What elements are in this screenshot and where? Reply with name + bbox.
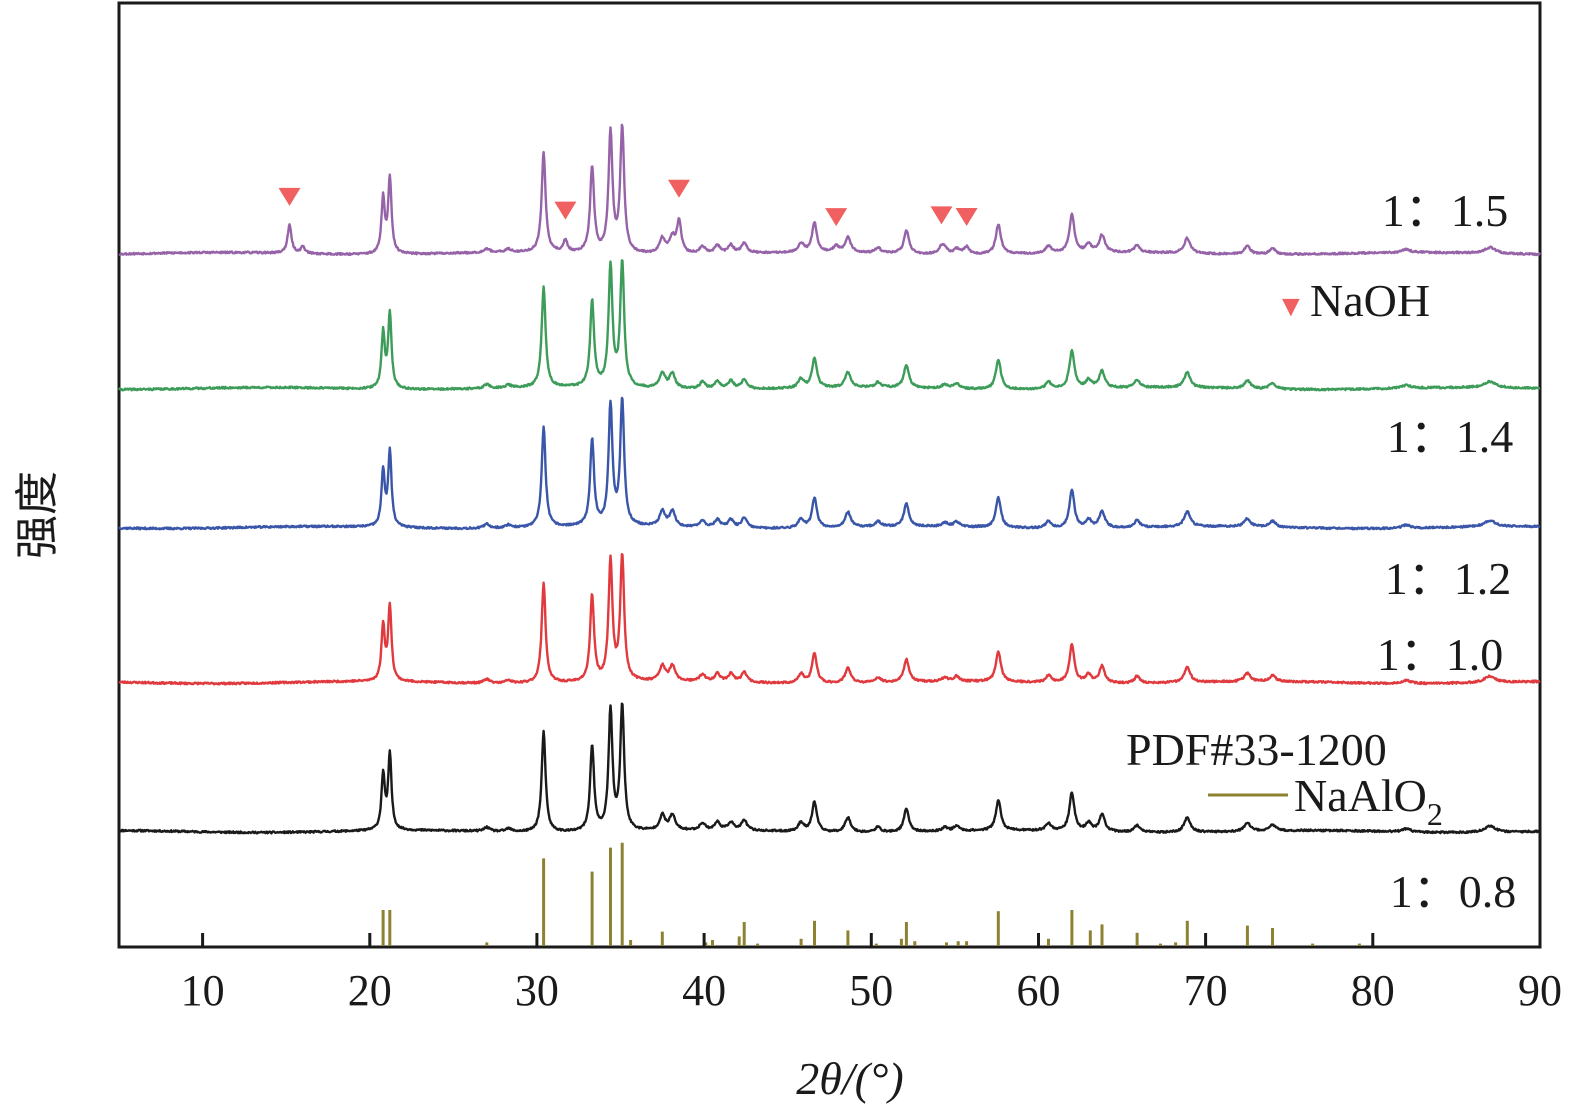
y-axis-label-text: 强度 [12,471,63,559]
x-tick-label: 30 [515,966,559,1015]
plot-frame [117,1,1542,949]
x-tick-label: 60 [1017,966,1061,1015]
x-tick-label: 90 [1518,966,1562,1015]
x-axis-tick-labels: 10 20 30 40 50 60 70 80 90 [181,966,1562,1015]
series-trace-4 [117,259,1541,392]
naoh-marker [668,179,690,198]
naoh-marker [955,208,978,226]
y-axis-label: 强度 [12,471,63,559]
reference-name: NaAlO2 [1294,770,1443,832]
naoh-marker [278,187,301,206]
series-trace-2 [118,553,1541,686]
reference-name-subscript: 2 [1427,796,1443,832]
x-tick-label: 70 [1184,966,1228,1015]
reference-sticks [381,842,1361,946]
x-axis-label: 2θ/(°) [796,1053,903,1104]
naoh-marker [554,201,577,220]
x-tick-label: 20 [348,966,392,1015]
series-trace-3 [118,396,1541,531]
reference-legend: PDF#33-1200 NaAlO2 [1126,724,1443,832]
series-label: 1：1.5 [1382,185,1509,236]
x-tick-label: 10 [181,966,225,1015]
series-label: 1：0.8 [1390,866,1517,917]
reference-name-base: NaAlO [1294,770,1427,821]
naoh-marker [825,208,848,227]
naoh-legend-label: NaOH [1310,275,1430,326]
reference-pdf-label: PDF#33-1200 [1126,724,1387,775]
naoh-markers [278,179,978,227]
series-trace-5 [118,123,1542,257]
series-label: 1：1.2 [1385,553,1512,604]
naoh-marker [930,206,953,225]
series-traces [117,123,1542,835]
x-tick-label: 40 [682,966,726,1015]
x-axis-ticks [201,933,1542,947]
series-label: 1：1.4 [1387,411,1514,462]
naoh-legend: ▼ NaOH [1276,275,1430,326]
x-tick-label: 50 [849,966,893,1015]
x-tick-label: 80 [1351,966,1395,1015]
naoh-legend-marker: ▼ [1276,290,1306,323]
series-trace-1 [118,702,1541,835]
series-labels: 1：1.5 1：1.4 1：1.2 1：1.0 1：0.8 [1377,185,1517,917]
series-label: 1：1.0 [1377,629,1504,680]
